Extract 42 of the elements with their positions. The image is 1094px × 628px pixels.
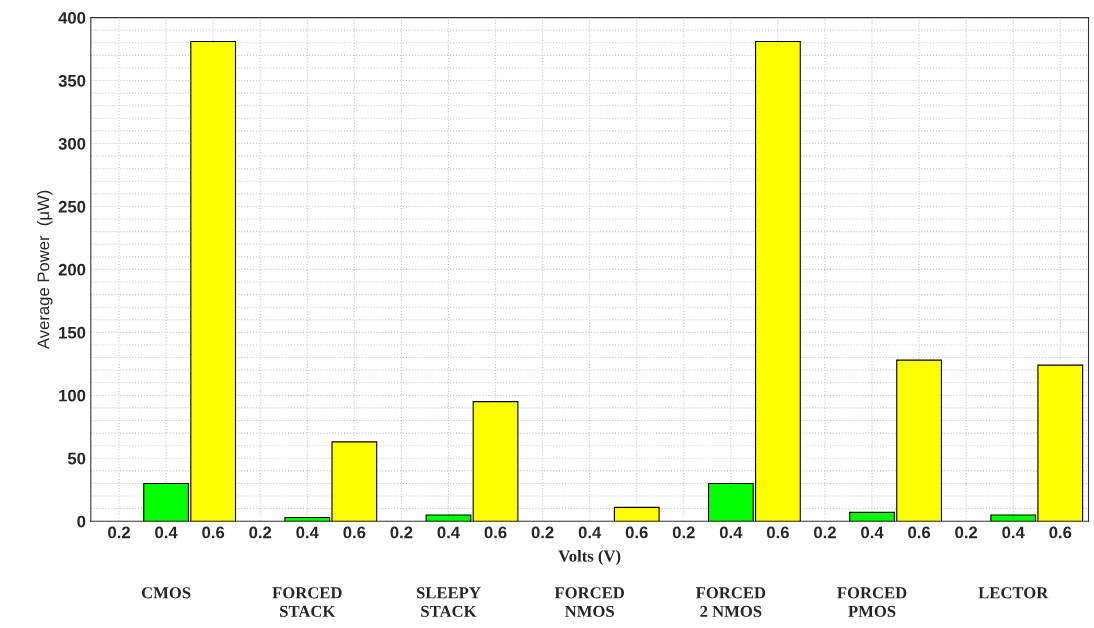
x-tick-label: 0.6 xyxy=(1049,526,1072,539)
text: SLEEPY STACK xyxy=(416,587,481,618)
x-tick-label: 0.4 xyxy=(578,526,602,539)
bar xyxy=(425,514,472,522)
y-tick-label: 200 xyxy=(58,263,86,276)
x-tick-label: 0.4 xyxy=(296,526,319,539)
bar xyxy=(613,506,660,522)
y-tick-label: 0 xyxy=(77,515,86,528)
x-tick-label: 0.2 xyxy=(672,526,695,539)
y-tick-label: 50 xyxy=(67,452,86,465)
x-tick-label: 0.6 xyxy=(343,526,366,539)
x-tick-label: 0.6 xyxy=(625,526,648,539)
x-tick-label: 0.2 xyxy=(108,526,130,539)
text: FORCED 2 NMOS xyxy=(695,587,766,618)
text: FORCED NMOS xyxy=(554,587,625,618)
x-axis-title: Volts (V) xyxy=(558,549,621,566)
bar xyxy=(472,401,519,522)
x-tick-label: 0.4 xyxy=(1002,526,1025,539)
x-tick-label: 0.6 xyxy=(484,526,507,539)
x-tick-label: 0.2 xyxy=(531,526,554,539)
x-tick-label: 0.2 xyxy=(249,526,272,539)
y-tick-label: 350 xyxy=(58,74,86,87)
x-tick-label: 0.4 xyxy=(155,526,178,539)
y-tick-label: 300 xyxy=(58,137,86,150)
x-tick-label: 0.6 xyxy=(908,526,931,539)
x-tick-label: 0.4 xyxy=(861,526,884,539)
y-tick-label: 400 xyxy=(58,11,86,24)
x-tick-label: 0.4 xyxy=(719,526,743,539)
text: LECTOR xyxy=(978,587,1049,599)
y-tick-label: 250 xyxy=(58,200,86,213)
y-axis-title: Average Power (μW) xyxy=(37,190,53,350)
x-tick-label: 0.2 xyxy=(814,526,836,539)
y-tick-label: 100 xyxy=(59,389,86,402)
x-tick-label: 0.6 xyxy=(766,526,789,539)
text: FORCED PMOS xyxy=(837,587,907,618)
text: FORCED STACK xyxy=(272,587,342,618)
x-tick-label: 0.6 xyxy=(202,526,225,539)
x-tick-label: 0.2 xyxy=(955,526,978,539)
x-tick-label: 0.4 xyxy=(437,526,460,539)
text: CMOS xyxy=(141,587,191,599)
y-tick-label: 150 xyxy=(59,326,86,339)
x-tick-label: 0.2 xyxy=(390,526,413,539)
